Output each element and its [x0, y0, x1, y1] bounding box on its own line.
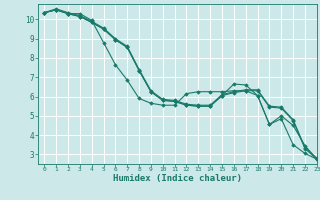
X-axis label: Humidex (Indice chaleur): Humidex (Indice chaleur): [113, 174, 242, 183]
